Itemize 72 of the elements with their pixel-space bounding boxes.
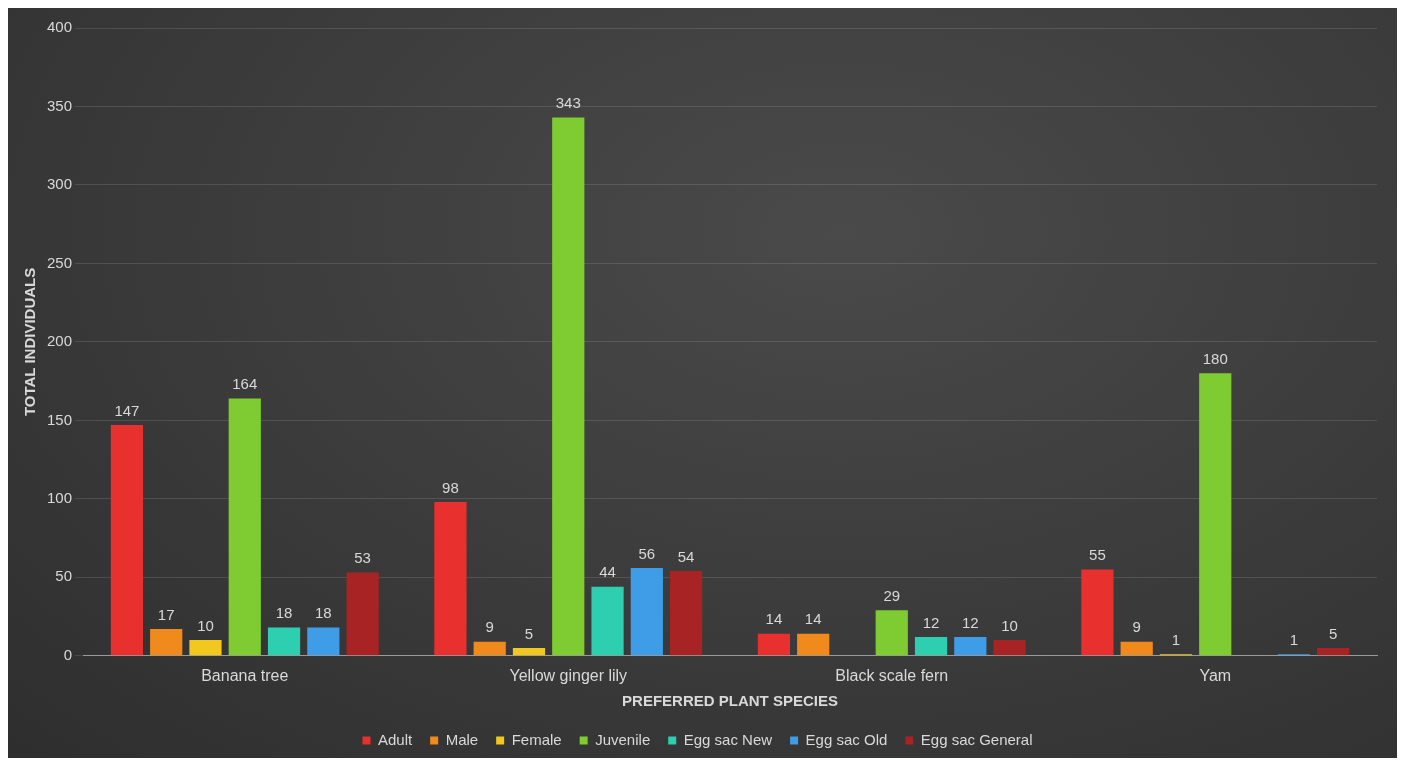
y-axis-title: TOTAL INDIVIDUALS	[21, 267, 39, 417]
bar	[1081, 569, 1114, 656]
data-label: 147	[114, 401, 140, 419]
data-label: 29	[883, 586, 901, 604]
y-tick-label: 400	[47, 18, 73, 36]
data-label: 10	[1001, 616, 1018, 634]
bar	[228, 398, 261, 656]
data-label: 54	[677, 547, 695, 565]
data-label: 9	[1132, 618, 1141, 636]
data-label: 44	[599, 563, 616, 581]
legend-label: Male	[445, 730, 479, 748]
bar	[346, 572, 379, 656]
data-label: 5	[524, 624, 534, 642]
data-label: 55	[1089, 546, 1106, 564]
bar	[630, 567, 663, 656]
data-label: 18	[275, 604, 293, 622]
y-tick-label: 150	[47, 410, 73, 428]
y-tick-label: 300	[47, 175, 73, 193]
x-tick-label: Black scale fern	[835, 666, 949, 684]
legend-label: Juvenile	[595, 730, 651, 748]
data-label: 343	[555, 94, 581, 112]
legend-label: Egg sac New	[683, 730, 773, 748]
y-tick-label: 200	[47, 332, 73, 350]
legend-label: Egg sac General	[920, 730, 1033, 748]
bar	[875, 610, 908, 656]
y-tick-label: 250	[47, 253, 73, 271]
data-label: 10	[197, 616, 214, 634]
x-axis-title: PREFERRED PLANT SPECIES	[622, 692, 838, 710]
data-label: 180	[1202, 349, 1228, 367]
bar	[591, 586, 624, 656]
bar	[670, 571, 703, 656]
bar	[512, 647, 546, 656]
data-label: 98	[442, 478, 459, 496]
data-label: 12	[922, 613, 940, 631]
legend-label: Female	[511, 730, 562, 748]
bar	[797, 633, 830, 656]
bar	[307, 627, 340, 656]
bar	[993, 640, 1026, 656]
y-tick-label: 100	[47, 488, 73, 506]
bar	[267, 627, 301, 656]
bar	[914, 636, 948, 656]
bar	[473, 641, 506, 656]
bar	[434, 501, 467, 656]
bar	[110, 425, 144, 656]
x-tick-label: Yam	[1199, 666, 1232, 684]
bar	[189, 640, 222, 656]
bar	[1199, 373, 1232, 656]
y-tick-label: 50	[55, 567, 73, 585]
data-label: 14	[804, 610, 822, 628]
data-label: 164	[232, 375, 258, 393]
bar	[1120, 641, 1153, 656]
data-label: 1	[1171, 630, 1181, 648]
data-label: 18	[314, 604, 332, 622]
y-tick-label: 0	[63, 645, 73, 663]
data-label: 14	[765, 610, 783, 628]
y-tick-label: 350	[47, 96, 73, 114]
bar	[954, 636, 987, 656]
legend-label: Egg sac Old	[805, 730, 888, 748]
bar	[757, 633, 791, 656]
data-label: 56	[638, 544, 656, 562]
data-label: 5	[1328, 624, 1338, 642]
data-label: 1	[1289, 630, 1298, 648]
bar	[552, 117, 585, 656]
bar	[150, 629, 183, 656]
data-label: 12	[961, 613, 979, 631]
x-tick-label: Banana tree	[201, 666, 289, 684]
data-label: 9	[485, 618, 494, 636]
data-label: 53	[354, 549, 371, 567]
legend-label: Adult	[377, 730, 413, 748]
bar	[1316, 647, 1350, 656]
x-tick-label: Yellow ginger lily	[509, 666, 628, 684]
data-label: 17	[157, 605, 175, 623]
